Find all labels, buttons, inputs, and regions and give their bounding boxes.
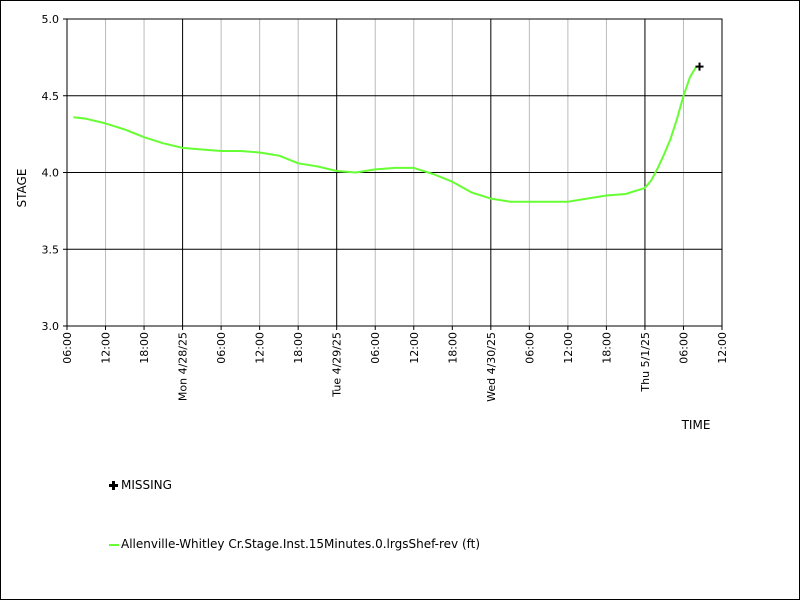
x-tick-label: 12:00 <box>408 332 421 364</box>
legend-series-label: Allenville-Whitley Cr.Stage.Inst.15Minut… <box>121 537 481 551</box>
missing-point-marker <box>695 62 704 71</box>
y-axis-title: STAGE <box>15 169 29 208</box>
x-tick-label: 12:00 <box>716 332 729 364</box>
x-tick-label: Thu 5/1/25 <box>639 332 652 393</box>
x-tick-label: 06:00 <box>523 332 536 364</box>
series-layer <box>73 66 698 203</box>
x-tick-label: 06:00 <box>677 332 690 364</box>
y-tick-label: 5.0 <box>42 13 60 26</box>
y-axis-ticks: 3.0 3.5 4.0 4.5 5.0 <box>42 13 67 333</box>
x-axis-ticks: 06:00 12:00 18:00 Mon 4/28/25 06:00 12:00 18:0… <box>61 326 729 402</box>
x-tick-label: 18:00 <box>138 332 151 364</box>
x-tick-label: 06:00 <box>61 332 74 364</box>
x-tick-label: 12:00 <box>562 332 575 364</box>
x-tick-label: 18:00 <box>292 332 305 364</box>
missing-markers <box>695 62 704 71</box>
x-tick-label: Mon 4/28/25 <box>177 332 190 401</box>
series-line <box>73 66 698 203</box>
x-tick-label: 06:00 <box>215 332 228 364</box>
x-tick-label: 12:00 <box>100 332 113 364</box>
x-tick-label: Wed 4/30/25 <box>485 332 498 402</box>
missing-marker-icon <box>109 481 118 490</box>
major-gridlines <box>67 19 722 326</box>
x-tick-label: 06:00 <box>369 332 382 364</box>
y-tick-label: 4.0 <box>42 167 60 180</box>
legend-missing-label: MISSING <box>121 478 172 492</box>
y-tick-label: 4.5 <box>42 90 60 103</box>
x-axis-title: TIME <box>681 418 711 432</box>
y-tick-label: 3.0 <box>42 320 60 333</box>
x-tick-label: 18:00 <box>600 332 613 364</box>
legend-item-missing: MISSING <box>109 478 172 492</box>
x-tick-label: 12:00 <box>254 332 267 364</box>
y-tick-label: 3.5 <box>42 243 60 256</box>
series-color-swatch <box>109 543 119 546</box>
legend-item-series: Allenville-Whitley Cr.Stage.Inst.15Minut… <box>109 537 480 551</box>
x-tick-label: 18:00 <box>446 332 459 364</box>
x-tick-label: Tue 4/29/25 <box>331 332 344 398</box>
